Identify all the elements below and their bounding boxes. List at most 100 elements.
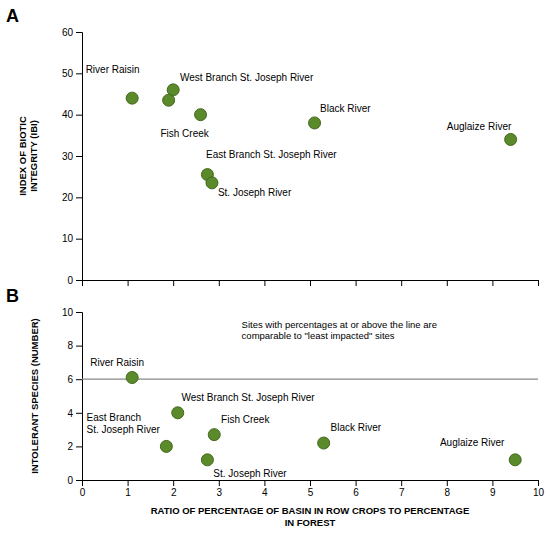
annotation-line: Fish Creek — [160, 128, 209, 139]
x-tick — [356, 280, 357, 286]
y-tick-label: 60 — [62, 27, 74, 38]
x-tick: 9 — [490, 480, 496, 498]
annotation-line: Auglaize River — [447, 121, 512, 132]
x-tick-mark — [401, 480, 402, 486]
x-tick-mark — [538, 280, 539, 286]
annotation-line: River Raisin — [90, 357, 144, 368]
y-axis: 0102030405060 — [62, 27, 83, 286]
x-tick: 5 — [308, 480, 314, 498]
x-tick-mark — [492, 480, 493, 486]
annotation: Auglaize River — [447, 121, 512, 132]
x-tick-mark — [492, 280, 493, 286]
x-tick: 8 — [445, 480, 451, 498]
annotation: St. Joseph River — [213, 468, 287, 479]
y-tick: 4 — [67, 408, 82, 419]
x-tick-label: 3 — [217, 487, 223, 498]
x-tick-label: 5 — [308, 487, 314, 498]
x-tick-label: 7 — [399, 487, 405, 498]
x-tick-label: 1 — [125, 487, 131, 498]
point — [126, 372, 138, 384]
chart-root: 0102030405060River RaisinWest Branch St.… — [0, 0, 560, 549]
x-tick — [538, 280, 539, 286]
y-tick-label: 0 — [67, 475, 73, 486]
annotation-line: St. Joseph River — [213, 468, 287, 479]
y-tick-mark — [76, 312, 82, 313]
y-tick-label: 0 — [67, 275, 73, 286]
x-tick — [219, 280, 220, 286]
y-tick-label: 30 — [62, 151, 74, 162]
y-tick-label: 8 — [67, 340, 73, 351]
point — [172, 407, 184, 419]
annotation-line: East Branch — [87, 412, 141, 423]
y-tick-mark — [76, 480, 82, 481]
annotation: East Branch St. Joseph River — [206, 149, 337, 160]
annotation-line: St. Joseph River — [87, 424, 161, 435]
y-tick: 40 — [62, 109, 82, 120]
y-tick-mark — [76, 156, 82, 157]
y-axis-title-line: INTOLERANT SPECIES (NUMBER) — [29, 318, 40, 474]
y-axis: 0 2 4 6 8 10 — [62, 307, 83, 486]
x-tick: 7 — [399, 480, 405, 498]
annotation-line: Black River — [331, 422, 382, 433]
x-tick — [264, 280, 265, 286]
annotation: River Raisin — [90, 357, 144, 368]
panel: 0123456789100246810River RaisinWest Bran… — [6, 286, 544, 528]
x-tick-mark — [310, 280, 311, 286]
y-tick-mark — [76, 379, 82, 380]
x-tick-mark — [173, 280, 174, 286]
y-tick-mark — [76, 197, 82, 198]
y-axis-title: INDEX OF BIOTICINTEGRITY (IBI) — [17, 116, 39, 196]
x-tick-label: 10 — [533, 487, 545, 498]
x-tick-mark — [538, 480, 539, 486]
point — [126, 92, 138, 104]
point — [309, 117, 321, 129]
annotation: West Branch St. Joseph River — [181, 392, 315, 403]
y-tick: 10 — [62, 233, 82, 244]
annotations: River RaisinWest Branch St. Joseph River… — [86, 64, 512, 198]
y-axis-title: INTOLERANT SPECIES (NUMBER) — [29, 318, 40, 474]
x-axis-title-line: IN FOREST — [285, 517, 336, 528]
x-tick-label: 0 — [80, 487, 86, 498]
annotation: Black River — [331, 422, 382, 433]
x-axis-line — [83, 481, 539, 487]
point — [206, 177, 218, 189]
annotation-line: River Raisin — [86, 64, 140, 75]
x-tick-mark — [310, 480, 311, 486]
x-axis-title-line: RATIO OF PERCENTAGE OF BASIN IN ROW CROP… — [151, 505, 470, 516]
x-axis: 012345678910 — [80, 480, 545, 498]
x-axis-title: RATIO OF PERCENTAGE OF BASIN IN ROW CROP… — [151, 505, 470, 528]
x-tick: 6 — [353, 480, 359, 498]
panel-label: B — [6, 286, 19, 306]
y-tick-label: 10 — [62, 307, 74, 318]
y-tick-mark — [76, 346, 82, 347]
y-tick-label: 10 — [62, 233, 74, 244]
y-tick: 8 — [67, 340, 82, 351]
note-line: Sites with percentages at or above the l… — [242, 319, 437, 330]
y-tick: 10 — [62, 307, 82, 318]
point — [208, 429, 220, 441]
note-line: comparable to "least impacted" sites — [242, 330, 395, 341]
x-tick-mark — [173, 480, 174, 486]
note: Sites with percentages at or above the l… — [242, 319, 437, 341]
y-tick: 0 — [67, 475, 82, 486]
annotations: River Raisin West Branch St. Joseph River… — [87, 319, 506, 479]
point — [160, 440, 172, 452]
y-tick: 6 — [67, 374, 82, 385]
x-tick-mark — [128, 280, 129, 286]
y-axis-line — [76, 33, 83, 281]
annotation-line: East Branch St. Joseph River — [206, 149, 337, 160]
panel-label: A — [6, 6, 19, 26]
y-tick-mark — [76, 73, 82, 74]
plot-area — [82, 372, 538, 466]
x-tick-label: 2 — [171, 487, 177, 498]
annotation: Black River — [320, 103, 371, 114]
x-tick-mark — [128, 480, 129, 486]
reference-line — [82, 379, 538, 380]
y-tick-label: 40 — [62, 109, 74, 120]
annotation: Fish Creek — [160, 128, 209, 139]
annotation-line: Fish Creek — [221, 414, 270, 425]
x-tick — [447, 280, 448, 286]
x-tick-mark — [356, 480, 357, 486]
y-tick: 2 — [67, 441, 82, 452]
x-tick — [310, 280, 311, 286]
